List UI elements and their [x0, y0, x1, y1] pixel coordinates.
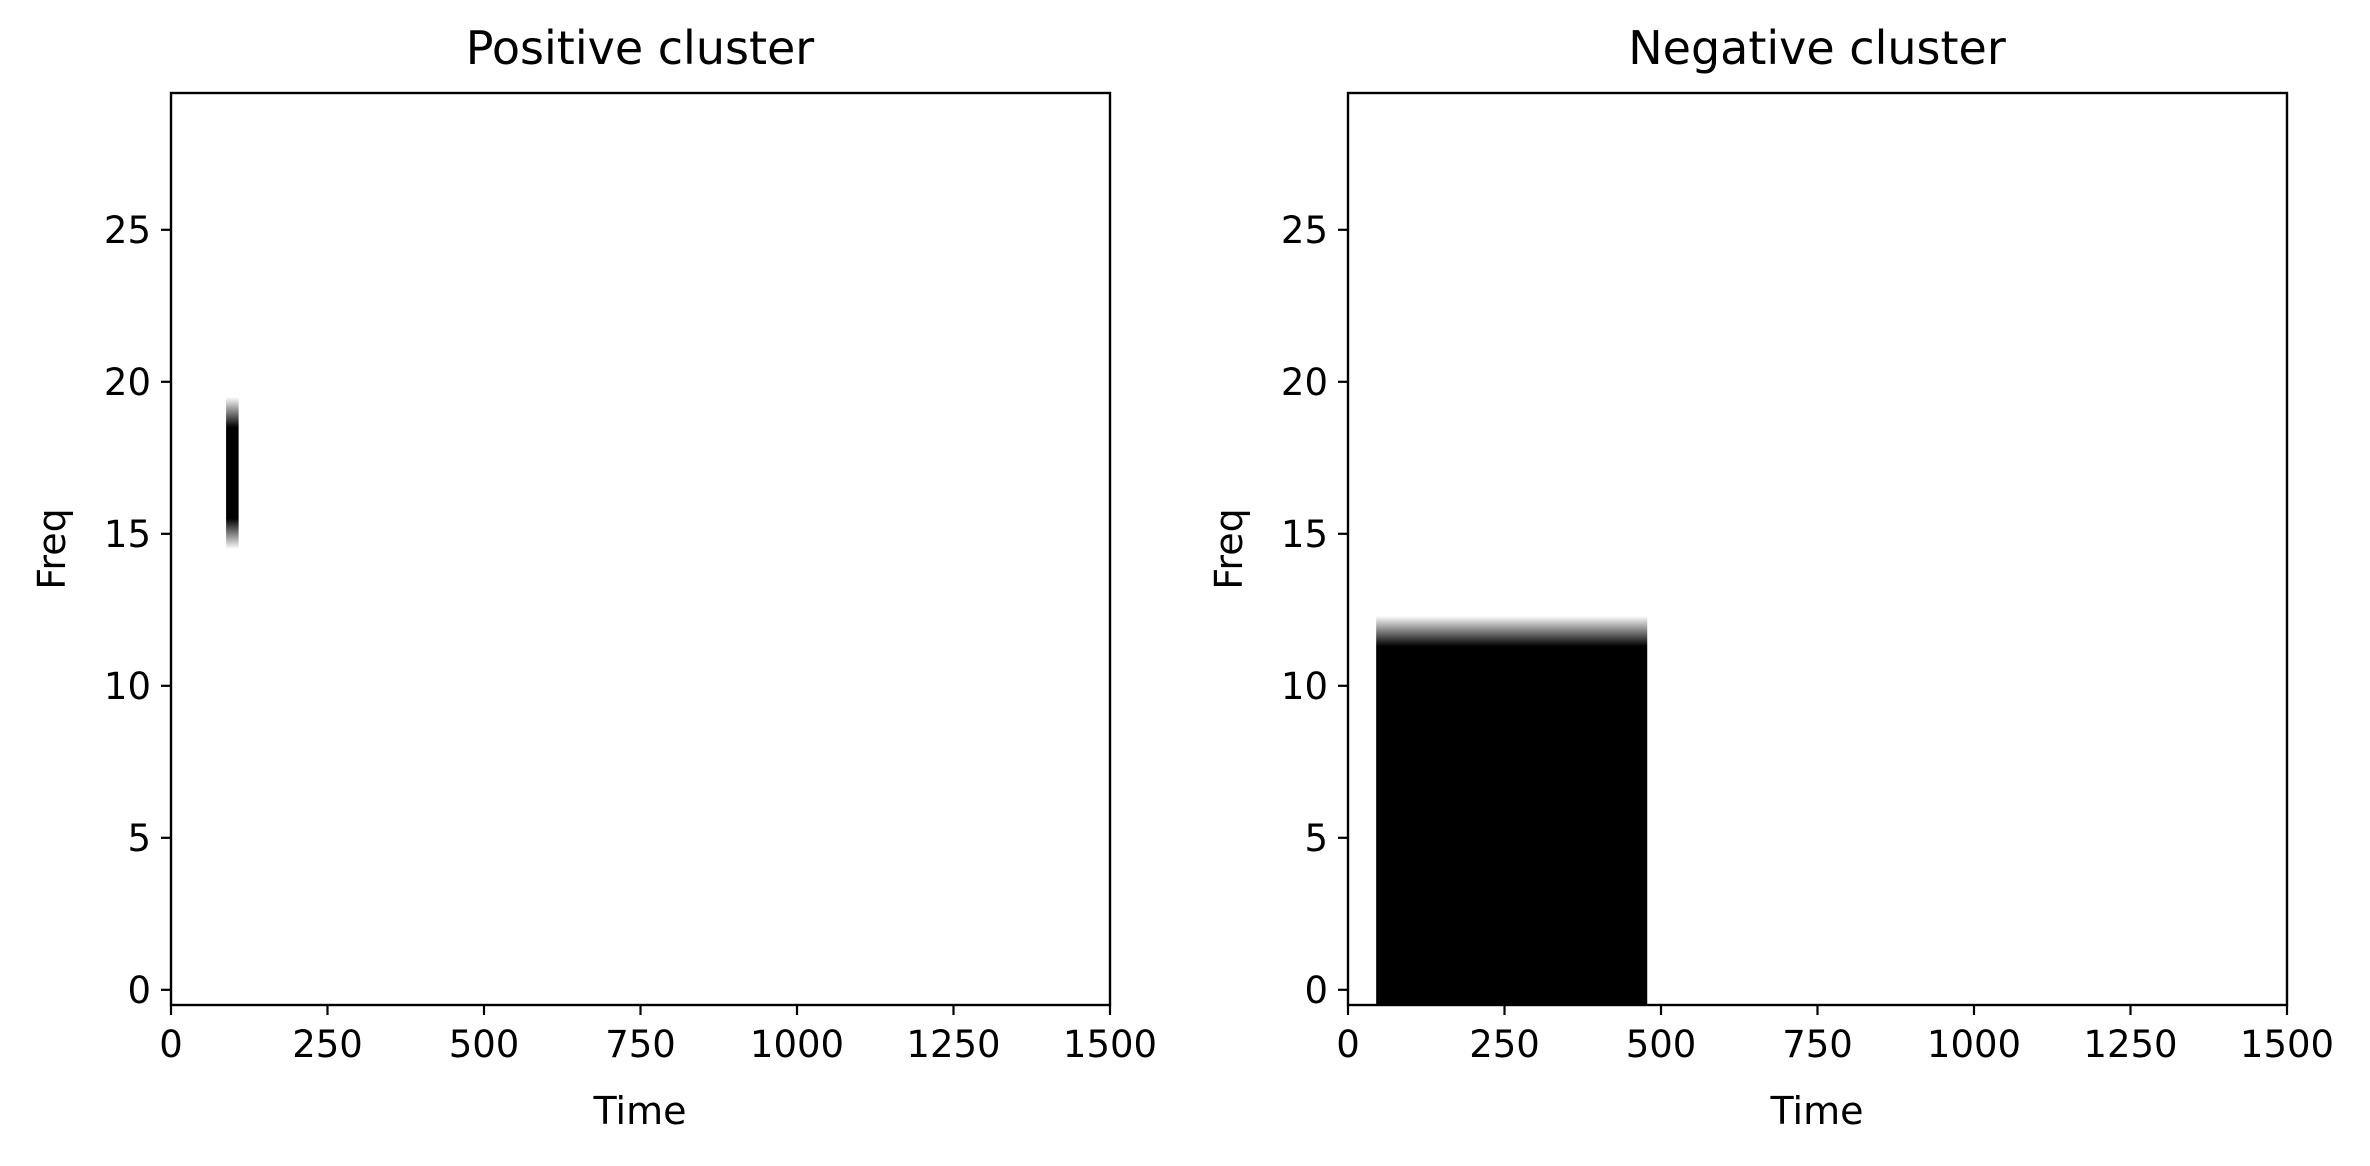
x-tick-label: 250	[1469, 1023, 1540, 1066]
y-tick-label: 10	[1281, 665, 1328, 708]
y-axis-label: Freq	[1207, 508, 1251, 589]
x-tick-label: 1250	[2083, 1023, 2177, 1066]
x-tick-label: 1500	[1063, 1023, 1157, 1066]
y-tick-label: 25	[1281, 209, 1328, 252]
y-tick-label: 5	[127, 817, 151, 860]
x-tick-label: 1250	[906, 1023, 1000, 1066]
x-tick-label: 0	[1336, 1023, 1360, 1066]
y-axis-ticks: 0 5 10 15 20 25	[1281, 209, 1348, 1012]
x-tick-label: 0	[159, 1023, 183, 1066]
x-tick-label: 1000	[750, 1023, 844, 1066]
chart-title: Positive cluster	[466, 21, 814, 75]
axes-frame	[169, 91, 1112, 1007]
cluster-region	[1376, 615, 1648, 1005]
y-tick-label: 0	[1304, 969, 1328, 1012]
y-tick-label: 15	[1281, 513, 1328, 556]
panel-negative-cluster: Negative cluster 0 250 500 750 1000 1250 1500 …	[1207, 21, 2334, 1133]
x-tick-label: 750	[605, 1023, 676, 1066]
y-tick-label: 0	[127, 969, 151, 1012]
panel-positive-cluster: Positive cluster 0 250 500 750 1000 1250 1500 …	[30, 21, 1157, 1133]
y-tick-label: 20	[104, 361, 151, 404]
x-axis-ticks: 0 250 500 750 1000 1250 1500	[1336, 1005, 2334, 1066]
x-tick-label: 1000	[1927, 1023, 2021, 1066]
x-tick-label: 1500	[2240, 1023, 2334, 1066]
plot-area	[226, 397, 239, 549]
y-axis-label: Freq	[30, 508, 74, 589]
y-tick-label: 20	[1281, 361, 1328, 404]
plot-area	[1376, 615, 1648, 1005]
x-axis-label: Time	[593, 1089, 687, 1133]
y-tick-label: 10	[104, 665, 151, 708]
y-axis-ticks: 0 5 10 15 20 25	[104, 209, 171, 1012]
y-tick-label: 5	[1304, 817, 1328, 860]
x-axis-label: Time	[1770, 1089, 1864, 1133]
x-axis-ticks: 0 250 500 750 1000 1250 1500	[159, 1005, 1157, 1066]
chart-title: Negative cluster	[1628, 21, 2006, 75]
cluster-region	[226, 397, 239, 549]
x-tick-label: 750	[1782, 1023, 1853, 1066]
x-tick-label: 500	[449, 1023, 520, 1066]
x-tick-label: 250	[292, 1023, 363, 1066]
y-tick-label: 15	[104, 513, 151, 556]
x-tick-label: 500	[1626, 1023, 1697, 1066]
y-tick-label: 25	[104, 209, 151, 252]
